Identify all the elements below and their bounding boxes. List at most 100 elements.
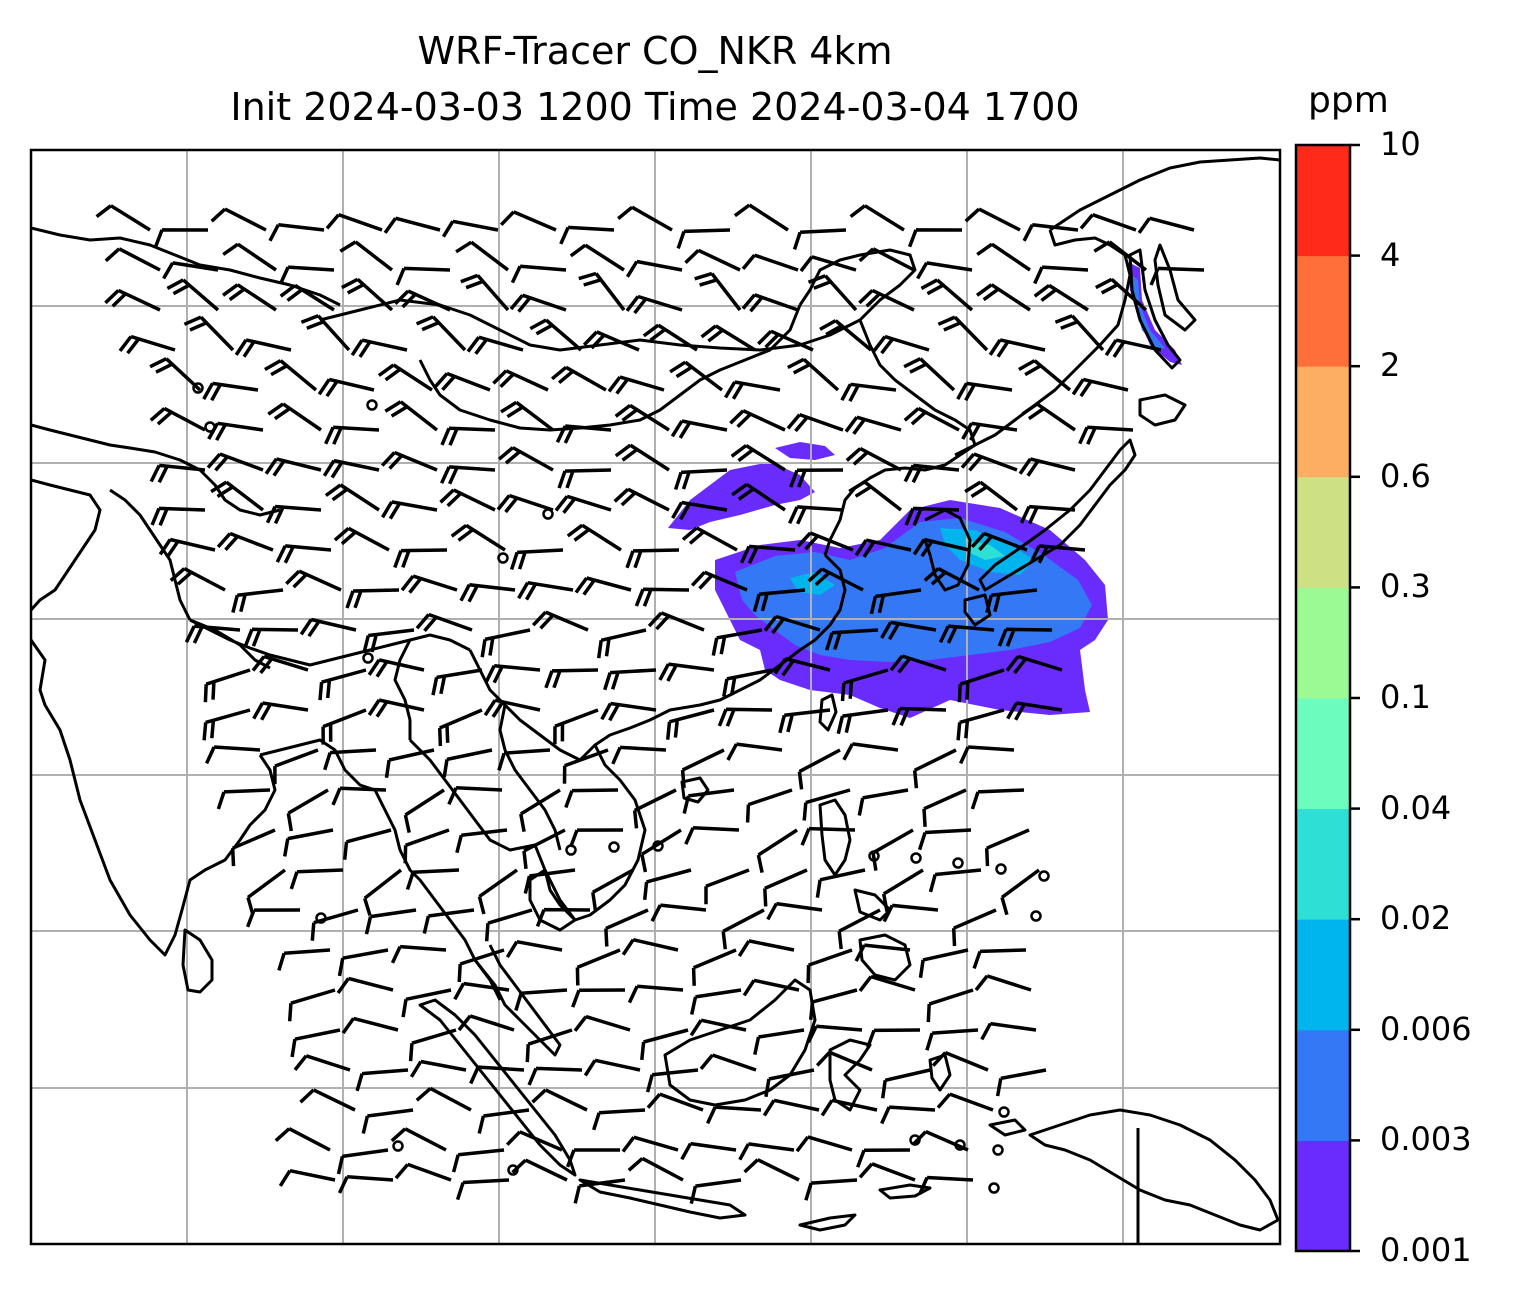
wind-barb (806, 1024, 863, 1044)
wind-barb (505, 939, 563, 959)
wind-barb (806, 948, 853, 984)
wind-barb (439, 488, 496, 512)
wind-barb (522, 828, 566, 869)
wind-barb (322, 458, 380, 479)
wind-barb (842, 742, 899, 761)
wind-barb (721, 908, 765, 950)
japan-kyushu (963, 593, 992, 627)
wind-barb (267, 402, 322, 432)
wind-barb (956, 708, 1005, 741)
wind-barb (694, 271, 742, 312)
wind-barb (848, 480, 903, 512)
wind-barb (1104, 338, 1162, 358)
wind-barb (441, 219, 499, 238)
myanmar-border (393, 639, 412, 740)
wind-barb (976, 242, 1031, 272)
wind-barb (699, 1053, 757, 1072)
wind-barb (571, 988, 626, 1008)
wind-barb (763, 868, 808, 907)
wind-barb (625, 259, 683, 278)
wind-barb (405, 868, 460, 891)
wind-barb (1079, 213, 1137, 232)
calm-wind-circle (565, 844, 577, 856)
wind-barb (457, 1014, 515, 1032)
wind-barb (447, 786, 503, 805)
wind-barb (726, 742, 783, 761)
wind-barb (1029, 544, 1086, 564)
wind-barb (289, 868, 344, 890)
wind-barb (583, 1058, 641, 1077)
wind-barb (299, 617, 357, 638)
wind-barb (807, 567, 864, 592)
wind-barb (531, 610, 589, 632)
wind-barb (290, 1028, 341, 1058)
wind-barb (799, 255, 857, 273)
wind-barb (383, 216, 441, 234)
wind-barb (756, 828, 798, 873)
calm-wind-circle (992, 1144, 1004, 1156)
wind-barb (95, 204, 151, 232)
wind-barb (882, 903, 939, 923)
flores (798, 1213, 857, 1232)
wind-barb (970, 788, 1025, 810)
wind-barb (854, 538, 912, 558)
wind-barb (591, 868, 634, 911)
wind-barb (880, 1105, 936, 1125)
sakhalin (1128, 248, 1182, 370)
sulawesi (828, 1038, 872, 1112)
wind-barb (245, 908, 301, 928)
wind-barb (153, 228, 209, 248)
wind-barb (753, 1028, 805, 1055)
wind-barb (808, 988, 858, 1020)
wind-barb (1022, 223, 1079, 242)
wind-barb (337, 1174, 394, 1194)
wind-barb (440, 426, 496, 446)
wind-barb (1094, 277, 1148, 312)
wind-barb (324, 483, 380, 512)
wind-barb (514, 988, 568, 1012)
wind-barb (733, 203, 789, 232)
korea-peninsula (923, 508, 972, 592)
taiwan (818, 693, 838, 732)
calm-wind-circle (954, 1139, 966, 1151)
wind-barb (293, 1054, 351, 1072)
wind-barb (451, 1148, 505, 1173)
wind-barb (903, 463, 960, 484)
colorbar-tick-label: 0.6 (1380, 456, 1431, 495)
colorbar-unit-label: ppm (1308, 80, 1389, 121)
wind-barb (840, 668, 889, 702)
wind-barb (205, 745, 261, 765)
wind-barb (757, 329, 814, 352)
wind-barb (796, 531, 854, 552)
wind-barb (183, 315, 235, 352)
wind-barb (925, 1028, 979, 1051)
wind-barb (337, 948, 389, 977)
calm-wind-circle (868, 850, 880, 862)
wind-barb (104, 247, 161, 272)
wind-barb (364, 908, 417, 935)
wind-barb (995, 1068, 1047, 1097)
wind-barb (669, 360, 724, 392)
wind-barb (613, 487, 670, 512)
wind-barb (450, 523, 506, 552)
wind-barb (691, 948, 737, 986)
calm-wind-circle (392, 1140, 404, 1152)
wind-barb (920, 278, 974, 312)
wind-barb (647, 611, 705, 632)
wind-barb (459, 582, 516, 603)
wind-barb (731, 482, 786, 512)
colorbar-segment (1296, 366, 1350, 478)
calm-wind-circle (192, 382, 204, 394)
wind-barb (789, 468, 844, 488)
calm-wind-circle (507, 1164, 519, 1176)
calm-wind-circle (952, 857, 964, 869)
calm-wind-circle (988, 1182, 1000, 1194)
wind-barb (961, 421, 1018, 441)
pakistan-border (31, 478, 102, 612)
wind-barb (527, 1066, 583, 1086)
wind-barb (268, 223, 325, 242)
wind-barb (275, 544, 332, 564)
wind-barb (972, 948, 1027, 969)
wind-barb (574, 576, 632, 596)
wind-barb (997, 627, 1053, 647)
